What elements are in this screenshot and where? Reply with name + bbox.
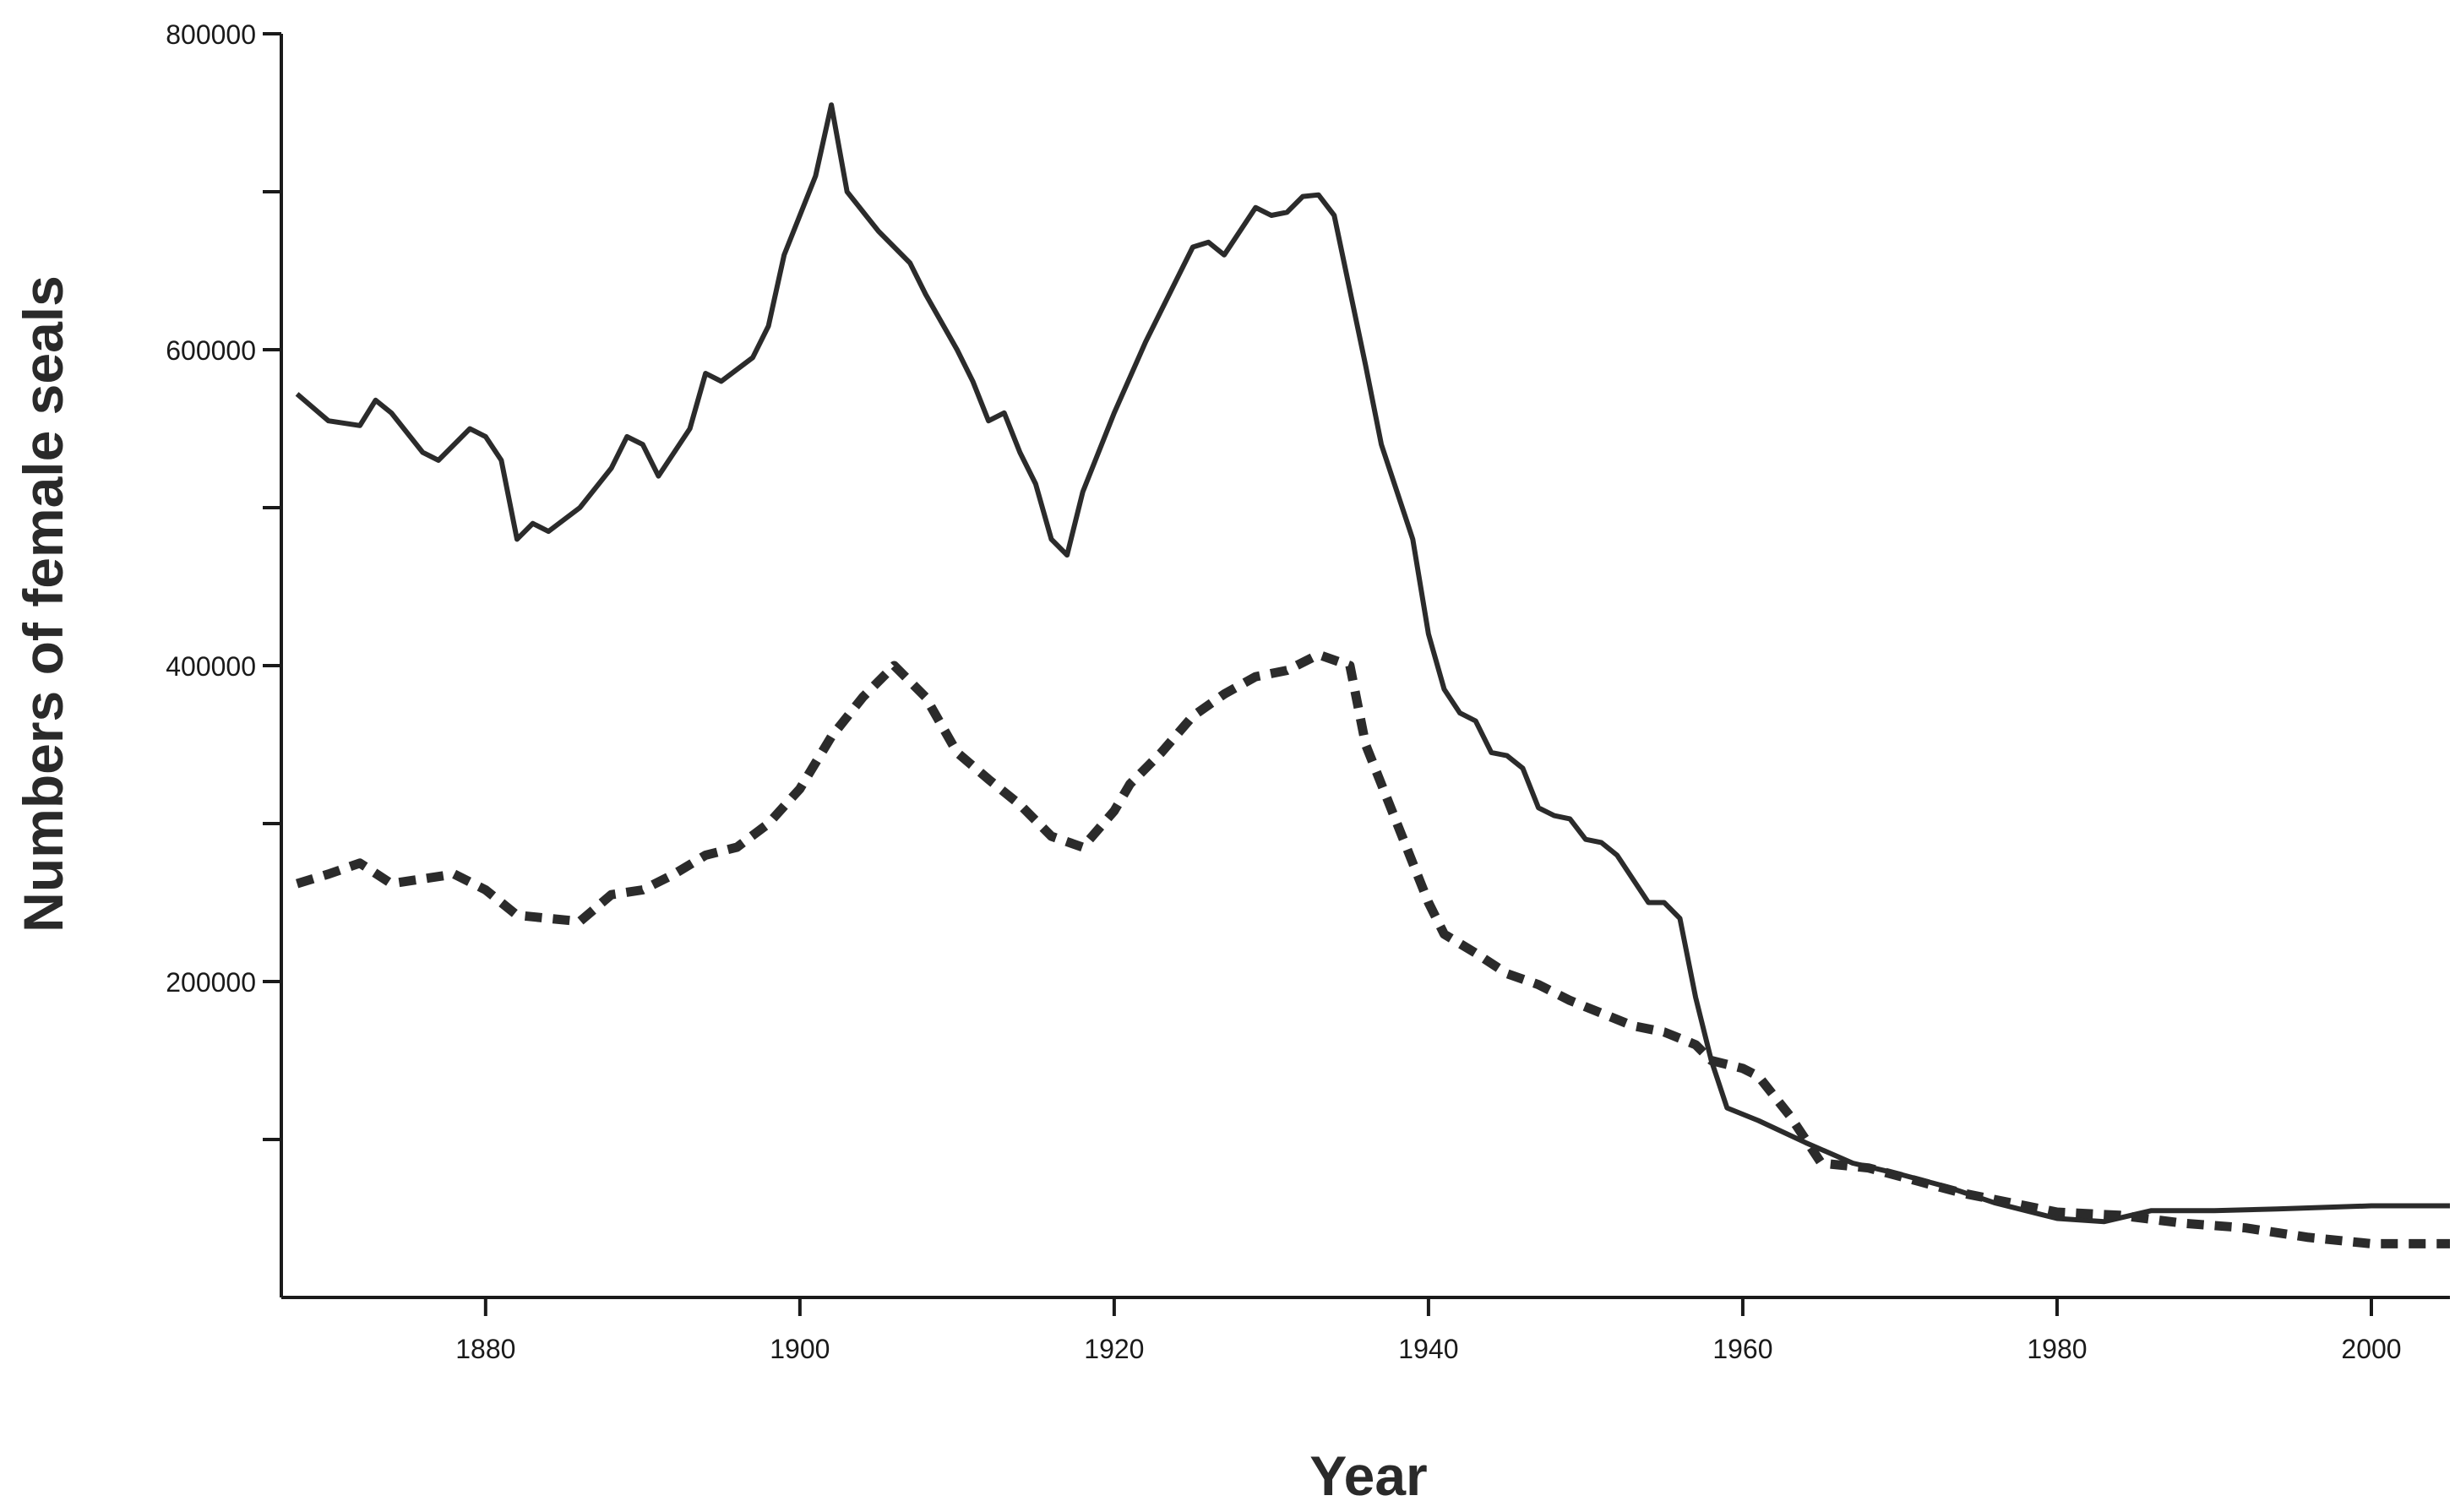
x-tick-label: 1920 xyxy=(1084,1334,1144,1364)
x-tick-label: 1880 xyxy=(455,1334,515,1364)
y-tick-label: 400000 xyxy=(166,651,256,682)
series-line-solid xyxy=(295,102,2450,1225)
x-tick-label: 1960 xyxy=(1712,1334,1772,1364)
series-line-dashed xyxy=(296,650,2450,1248)
x-tick-label: 1980 xyxy=(2027,1334,2087,1364)
x-tick-label: 1900 xyxy=(770,1334,830,1364)
y-tick-label: 800000 xyxy=(166,19,256,50)
x-tick-label: 1940 xyxy=(1398,1334,1458,1364)
x-axis: 1880 1900 1920 1940 1960 1980 2000 xyxy=(281,1296,2450,1364)
series-group xyxy=(295,102,2450,1248)
y-tick-label: 600000 xyxy=(166,335,256,366)
y-tick-label: 200000 xyxy=(166,967,256,998)
y-axis: 200000 400000 600000 800000 xyxy=(166,19,283,1297)
x-axis-title: Year xyxy=(1309,1444,1427,1507)
y-axis-title: Numbers of female seals xyxy=(12,275,74,933)
x-tick-label: 2000 xyxy=(2341,1334,2401,1364)
